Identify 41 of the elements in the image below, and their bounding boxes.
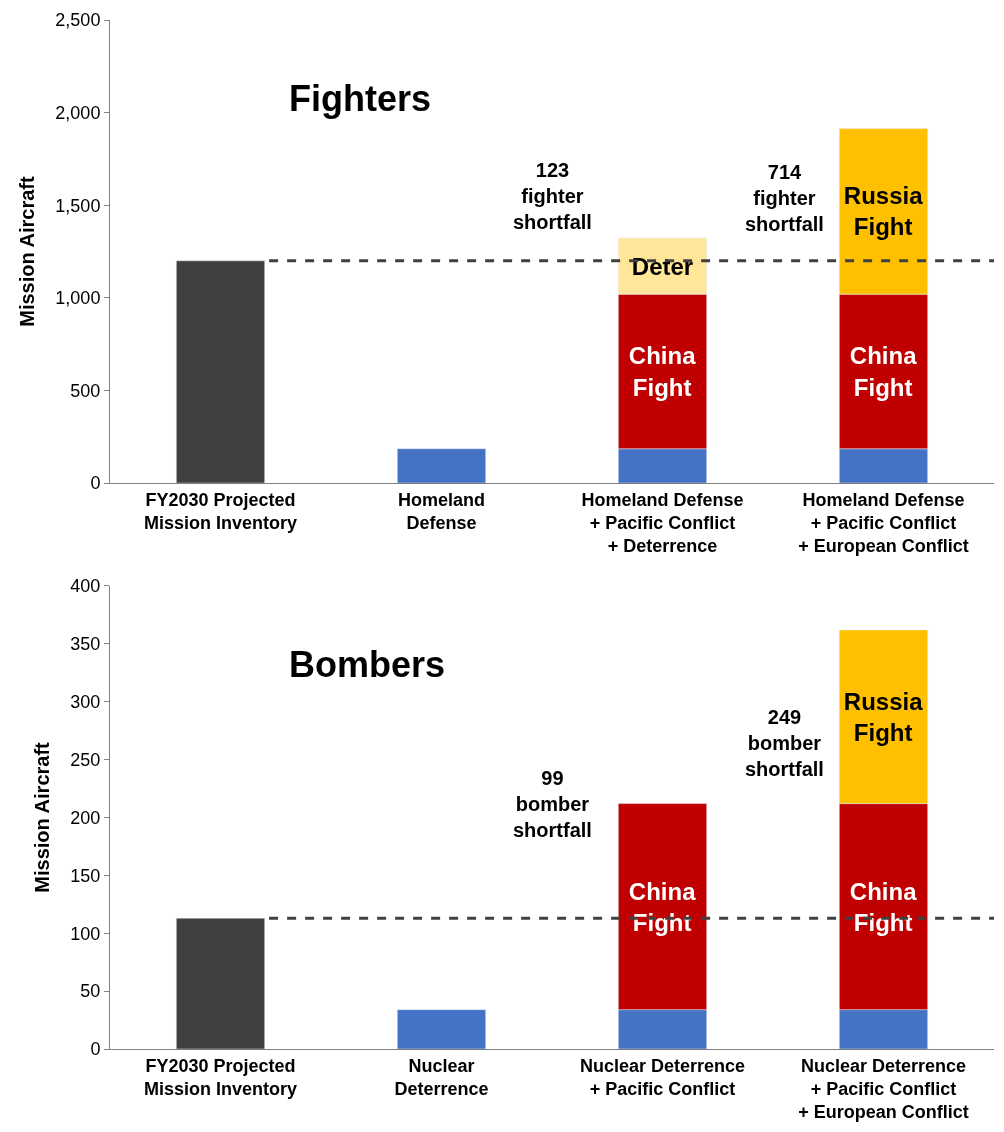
- y-tick-label: 50: [80, 981, 101, 1002]
- y-tick-label: 200: [70, 807, 101, 828]
- series-label: China Fight: [628, 342, 697, 401]
- x-tick-label: Homeland Defense: [397, 489, 486, 534]
- x-tick-label: Homeland Defense + Pacific Conflict + European Conflict: [798, 489, 969, 557]
- y-axis-title: Mission Aircraft: [15, 175, 38, 327]
- series-label: Russia Fight: [843, 182, 924, 241]
- y-tick-label: 350: [70, 634, 101, 655]
- y-tick-label: 150: [70, 865, 101, 886]
- bar: [397, 448, 486, 484]
- text: Bombers: [289, 644, 446, 685]
- x-tick-label: Nuclear Deterrence + Pacific Conflict + European Conflict: [798, 1055, 969, 1123]
- y-tick-label: 1,500: [55, 195, 101, 216]
- x-tick-label: Homeland Defense + Pacific Conflict + Deterrence: [581, 489, 744, 557]
- text: China Fight: [849, 877, 917, 936]
- text: China Fight: [849, 342, 917, 401]
- bar: [176, 917, 265, 1049]
- annotation: 249 bomber shortfall: [745, 706, 824, 780]
- y-tick-label: 2,500: [55, 10, 101, 31]
- x-tick-label: FY2030 Projected Mission Inventory: [143, 1055, 298, 1099]
- annotation: 714 fighter shortfall: [745, 161, 824, 235]
- y-tick-label: 300: [70, 692, 101, 713]
- bar: [176, 260, 265, 484]
- y-tick-label: 100: [70, 923, 101, 944]
- y-axis-title: Mission Aircraft: [30, 741, 53, 893]
- y-tick-label: 1,000: [55, 288, 101, 309]
- series-label: Russia Fight: [843, 687, 924, 746]
- text: Fighters: [289, 78, 432, 119]
- x-tick-label: Nuclear Deterrence: [394, 1055, 489, 1099]
- y-tick-label: 0: [90, 1039, 101, 1060]
- bar: [397, 1009, 486, 1049]
- annotation: 123 fighter shortfall: [513, 159, 592, 233]
- y-tick-label: 0: [90, 473, 101, 494]
- y-tick-label: 250: [70, 749, 101, 770]
- y-tick-label: 2,000: [55, 102, 101, 123]
- series-label: Deter: [631, 252, 694, 280]
- x-tick-label: Nuclear Deterrence + Pacific Conflict: [579, 1055, 746, 1099]
- y-tick-label: 500: [70, 380, 101, 401]
- x-tick-label: FY2030 Projected Mission Inventory: [143, 489, 298, 534]
- y-tick-label: 400: [70, 576, 101, 597]
- annotation: 99 bomber shortfall: [513, 767, 592, 841]
